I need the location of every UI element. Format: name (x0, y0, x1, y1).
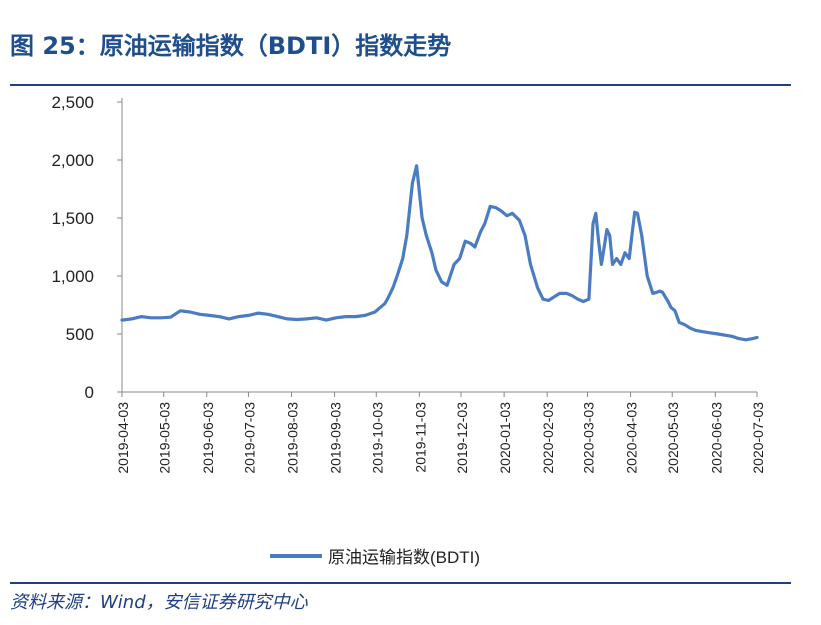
y-tick-label: 1,000 (51, 267, 94, 286)
x-tick-label: 2019-05-03 (157, 402, 173, 474)
x-tick-label: 2019-06-03 (200, 402, 216, 474)
x-tick-label: 2020-06-03 (708, 402, 724, 474)
x-tick-label: 2019-04-03 (115, 402, 131, 474)
x-tick-label: 2020-05-03 (665, 402, 681, 474)
x-tick-label: 2019-12-03 (454, 402, 470, 474)
x-tick-label: 2020-04-03 (624, 402, 640, 474)
x-tick-label: 2019-09-03 (328, 402, 344, 474)
figure-title: 图 25：原油运输指数（BDTI）指数走势 (10, 32, 452, 60)
bdti-line-chart: 0 500 1,000 1,500 2,000 2,500 2019-04-03 2019-0… (51, 93, 766, 567)
x-tick-label: 2020-02-03 (540, 402, 556, 474)
x-tick-label: 2019-07-03 (241, 402, 257, 474)
source-note: 资料来源：Wind，安信证券研究中心 (10, 592, 308, 613)
x-tick-label: 2019-08-03 (285, 402, 301, 474)
legend-label: 原油运输指数(BDTI) (328, 548, 480, 567)
y-tick-label: 2,500 (51, 93, 94, 112)
y-tick-label: 0 (85, 383, 94, 402)
x-tick-label: 2020-07-03 (750, 402, 766, 474)
x-tick-label: 2020-03-03 (580, 402, 596, 474)
title-rule (10, 84, 791, 86)
footer-rule (10, 582, 791, 584)
y-tick-label: 1,500 (51, 209, 94, 228)
x-tick-label: 2019-11-03 (412, 402, 428, 473)
y-tick-label: 2,000 (51, 151, 94, 170)
x-tick-label: 2020-01-03 (497, 402, 513, 474)
series-line (120, 164, 759, 342)
x-tick-label: 2019-10-03 (369, 402, 385, 474)
y-tick-label: 500 (66, 325, 94, 344)
